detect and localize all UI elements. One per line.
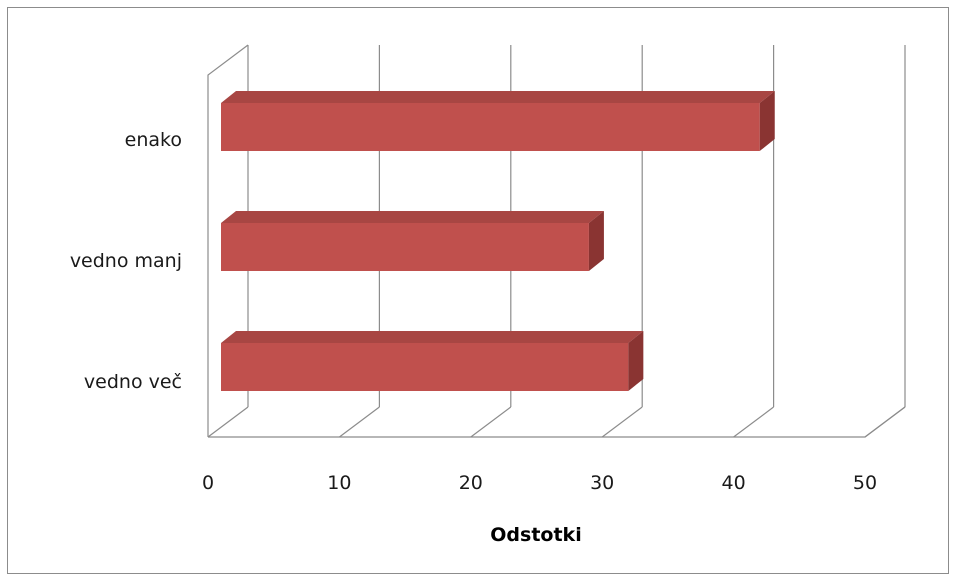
- bar-front: [221, 103, 760, 151]
- x-tick-label: 40: [722, 472, 746, 494]
- x-tick-label: 10: [327, 472, 351, 494]
- x-axis-title: Odstotki: [490, 524, 581, 546]
- floor-gridline: [864, 406, 906, 438]
- x-tick-label: 0: [202, 472, 214, 494]
- x-tick-labels: 0 10 20 30 40 50: [202, 472, 877, 494]
- bar-top: [221, 211, 604, 223]
- floor-gridline: [470, 406, 512, 438]
- bar-1: [221, 91, 775, 151]
- bar-side: [759, 91, 775, 151]
- bar-front: [221, 223, 589, 271]
- x-tick-label: 20: [459, 472, 483, 494]
- bar-side: [628, 331, 644, 391]
- floor-edge: [208, 406, 906, 438]
- category-label: vedno več: [84, 371, 182, 393]
- floor-gridline: [207, 406, 249, 438]
- bar-2: [221, 211, 604, 271]
- category-label: vedno manj: [70, 250, 182, 272]
- bar-3: [221, 331, 644, 391]
- x-tick-label: 50: [853, 472, 877, 494]
- category-labels: enako vedno manj vedno več: [70, 129, 182, 393]
- bar-front: [221, 343, 629, 391]
- bar-top: [221, 331, 644, 343]
- bar-side: [588, 211, 604, 271]
- floor-gridline: [601, 406, 643, 438]
- bar-top: [221, 91, 775, 103]
- side-wall: [207, 44, 249, 437]
- floor-gridline: [733, 406, 774, 438]
- bars: [221, 91, 775, 391]
- x-tick-label: 30: [590, 472, 614, 494]
- category-label: enako: [125, 129, 182, 151]
- floor-gridline: [339, 406, 380, 438]
